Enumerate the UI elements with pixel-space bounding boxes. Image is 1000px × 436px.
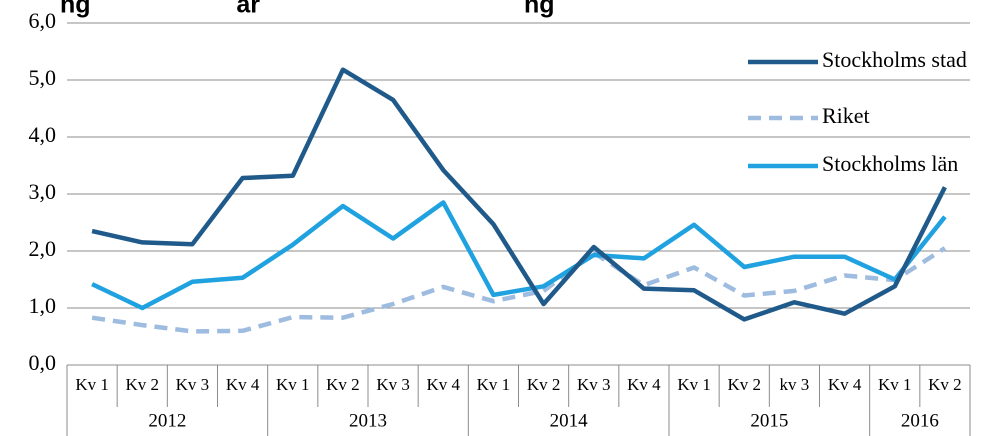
x-tick-label: Kv 2 (527, 375, 561, 394)
series-line-stockholms-stad (91, 67, 947, 322)
x-tick-label: Kv 1 (276, 375, 310, 394)
legend-label: Stockholms stad (822, 47, 967, 72)
chart-title: ng ar ng (60, 0, 555, 19)
x-axis-quarter-labels: Kv 1 Kv 2 Kv 3 Kv 4 Kv 1 Kv 2 Kv 3 Kv 4 Kv 1 Kv 2… (75, 375, 961, 394)
y-tick-label: 2,0 (29, 236, 57, 261)
year-label: 2014 (550, 410, 589, 431)
y-tick-label: 5,0 (29, 65, 57, 90)
x-tick-label: Kv 2 (125, 375, 159, 394)
x-axis (66, 364, 971, 436)
y-axis-tick-labels: 0,0 1,0 2,0 3,0 4,0 5,0 6,0 (29, 8, 57, 375)
series-layer (91, 67, 947, 334)
x-tick-label: Kv 2 (326, 375, 360, 394)
series-line-stockholms-l-n (91, 200, 947, 311)
x-tick-label: Kv 4 (426, 375, 460, 394)
y-tick-label: 6,0 (29, 8, 57, 33)
x-tick-label: Kv 4 (226, 375, 260, 394)
year-label: 2012 (148, 410, 186, 431)
legend-label: Riket (822, 103, 870, 128)
x-tick-label: Kv 2 (727, 375, 761, 394)
x-tick-label: Kv 3 (577, 375, 611, 394)
x-tick-label: Kv 4 (828, 375, 862, 394)
x-tick-label: Kv 1 (878, 375, 912, 394)
x-tick-label: Kv 4 (627, 375, 661, 394)
x-axis-year-labels: 2012 2013 2014 2015 2016 (148, 410, 939, 431)
year-label: 2013 (349, 410, 387, 431)
legend: Stockholms stad Riket Stockholms län (748, 47, 967, 176)
year-label: 2016 (901, 410, 939, 431)
y-tick-label: 4,0 (29, 122, 57, 147)
x-tick-label: Kv 2 (928, 375, 962, 394)
x-tick-label: Kv 1 (477, 375, 511, 394)
x-tick-label: Kv 3 (176, 375, 210, 394)
y-tick-label: 0,0 (29, 350, 57, 375)
x-tick-label: kv 3 (780, 375, 810, 394)
year-label: 2015 (750, 410, 788, 431)
x-tick-label: Kv 1 (75, 375, 109, 394)
x-tick-label: Kv 1 (677, 375, 711, 394)
y-tick-label: 1,0 (29, 293, 57, 318)
legend-label: Stockholms län (822, 151, 958, 176)
x-tick-label: Kv 3 (376, 375, 410, 394)
y-tick-label: 3,0 (29, 179, 57, 204)
